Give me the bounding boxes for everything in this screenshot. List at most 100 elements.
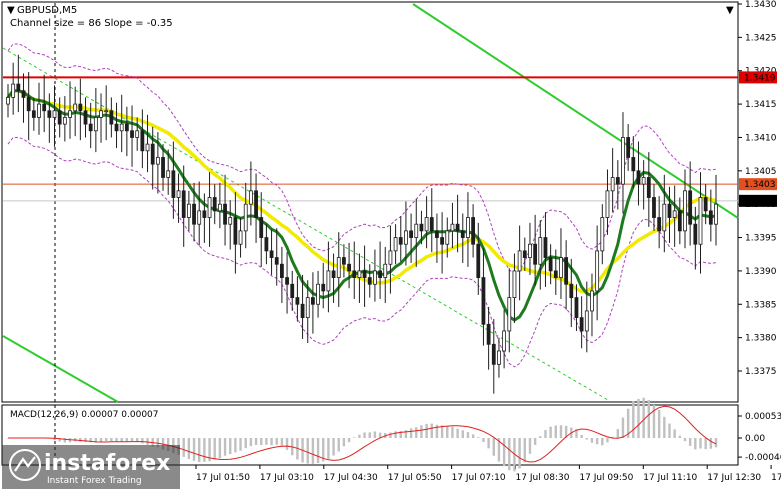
candle-body — [228, 217, 233, 225]
candle-body — [626, 137, 631, 158]
macd-bar — [53, 438, 56, 441]
channel-upper-line — [412, 3, 739, 219]
candle-body — [300, 303, 305, 319]
macd-bar — [208, 438, 211, 462]
candle-body — [435, 230, 439, 238]
candle-body — [352, 270, 357, 278]
macd-bar — [311, 438, 315, 464]
macd-bar — [120, 438, 123, 442]
level-tag — [739, 178, 777, 191]
candle-body — [569, 283, 574, 299]
instaforex-logo-icon — [9, 449, 41, 481]
macd-bar — [167, 438, 170, 452]
candle-body — [269, 250, 274, 258]
candle-body — [285, 277, 289, 285]
macd-bar — [280, 438, 284, 446]
macd-bar — [347, 438, 351, 443]
price-tick-label: 1.3430 — [745, 0, 777, 10]
macd-bar — [451, 426, 454, 438]
macd-bar — [198, 438, 201, 463]
candle-body — [11, 83, 16, 98]
macd-bar — [146, 438, 149, 445]
candle-body — [378, 270, 382, 278]
candle-body — [202, 210, 207, 218]
candle-body — [274, 257, 279, 265]
macd-bar — [714, 438, 718, 448]
candle-body — [42, 103, 47, 112]
watermark: instaforex Instant Forex Trading — [2, 445, 180, 489]
macd-bar — [518, 438, 521, 469]
candle-body — [362, 270, 367, 278]
macd-bar — [559, 425, 563, 438]
candle-body — [455, 223, 460, 232]
price-tick-label: 1.3425 — [745, 33, 777, 43]
candle-body — [140, 130, 145, 152]
level-tag — [739, 194, 777, 207]
macd-bar — [528, 438, 532, 454]
candle-body — [68, 110, 72, 118]
candle-body — [497, 350, 501, 365]
candle-body — [698, 197, 703, 245]
macd-bar — [229, 438, 232, 455]
candle-body — [217, 203, 222, 212]
macd-bar — [663, 416, 666, 438]
macd-bar — [477, 437, 480, 438]
candle-body — [114, 123, 119, 132]
macd-bar — [244, 438, 247, 449]
macd-bar — [601, 438, 604, 446]
macd-bar — [104, 438, 108, 442]
macd-bar — [611, 436, 614, 438]
macd-bar — [704, 438, 707, 450]
price-tick-label: 1.3415 — [745, 100, 777, 110]
macd-bar — [492, 438, 495, 456]
envelope-lower-line — [7, 137, 717, 368]
macd-bar — [647, 400, 651, 438]
macd-bar — [683, 438, 687, 442]
macd-bar — [249, 438, 253, 447]
candle-body — [703, 197, 708, 212]
level-tag-label: 1.3419 — [744, 73, 776, 83]
macd-bar — [275, 438, 278, 445]
candle-body — [264, 237, 269, 252]
candle-body — [646, 177, 651, 198]
candle-body — [672, 210, 677, 218]
macd-bar — [135, 438, 139, 442]
price-tick-label: 1.3390 — [745, 267, 777, 277]
candle-body — [584, 310, 589, 332]
macd-bar — [218, 438, 222, 459]
candle-body — [404, 230, 408, 245]
candle-body — [6, 97, 10, 105]
macd-bar — [409, 428, 413, 438]
candle-body — [667, 203, 672, 218]
candle-body — [52, 110, 57, 118]
time-tick-label: 17 Jul 07:10 — [452, 473, 506, 483]
candle-body — [714, 203, 718, 225]
candle-body — [398, 237, 403, 245]
macd-bar — [642, 397, 645, 438]
candle-body — [512, 270, 517, 298]
macd-bar — [621, 417, 625, 438]
macd-bar — [595, 438, 599, 445]
candle-body — [533, 243, 538, 265]
time-tick-label: 17 Jul 03:10 — [260, 473, 314, 483]
macd-bar — [316, 438, 320, 464]
candle-body — [37, 103, 41, 118]
price-tick-label: 1.3380 — [745, 334, 777, 344]
macd-bar — [425, 423, 428, 438]
macd-bar — [668, 423, 671, 438]
macd-bar — [373, 431, 377, 438]
candle-body — [357, 270, 362, 278]
candle-body — [16, 83, 21, 92]
candle-body — [176, 190, 181, 198]
macd-bar — [554, 425, 557, 438]
candle-body — [600, 217, 605, 252]
macd-bar — [182, 438, 185, 457]
macd-bar — [399, 431, 402, 438]
macd-bar — [626, 408, 630, 438]
candle-body — [166, 170, 171, 178]
dropdown-arrow-icon[interactable]: ▼ — [726, 5, 734, 16]
candle-body — [259, 217, 264, 238]
candle-body — [88, 123, 93, 132]
time-tick-label: 17 Jul 12:30 — [707, 473, 761, 483]
time-tick-label: 17 Jul 01:50 — [196, 473, 250, 483]
